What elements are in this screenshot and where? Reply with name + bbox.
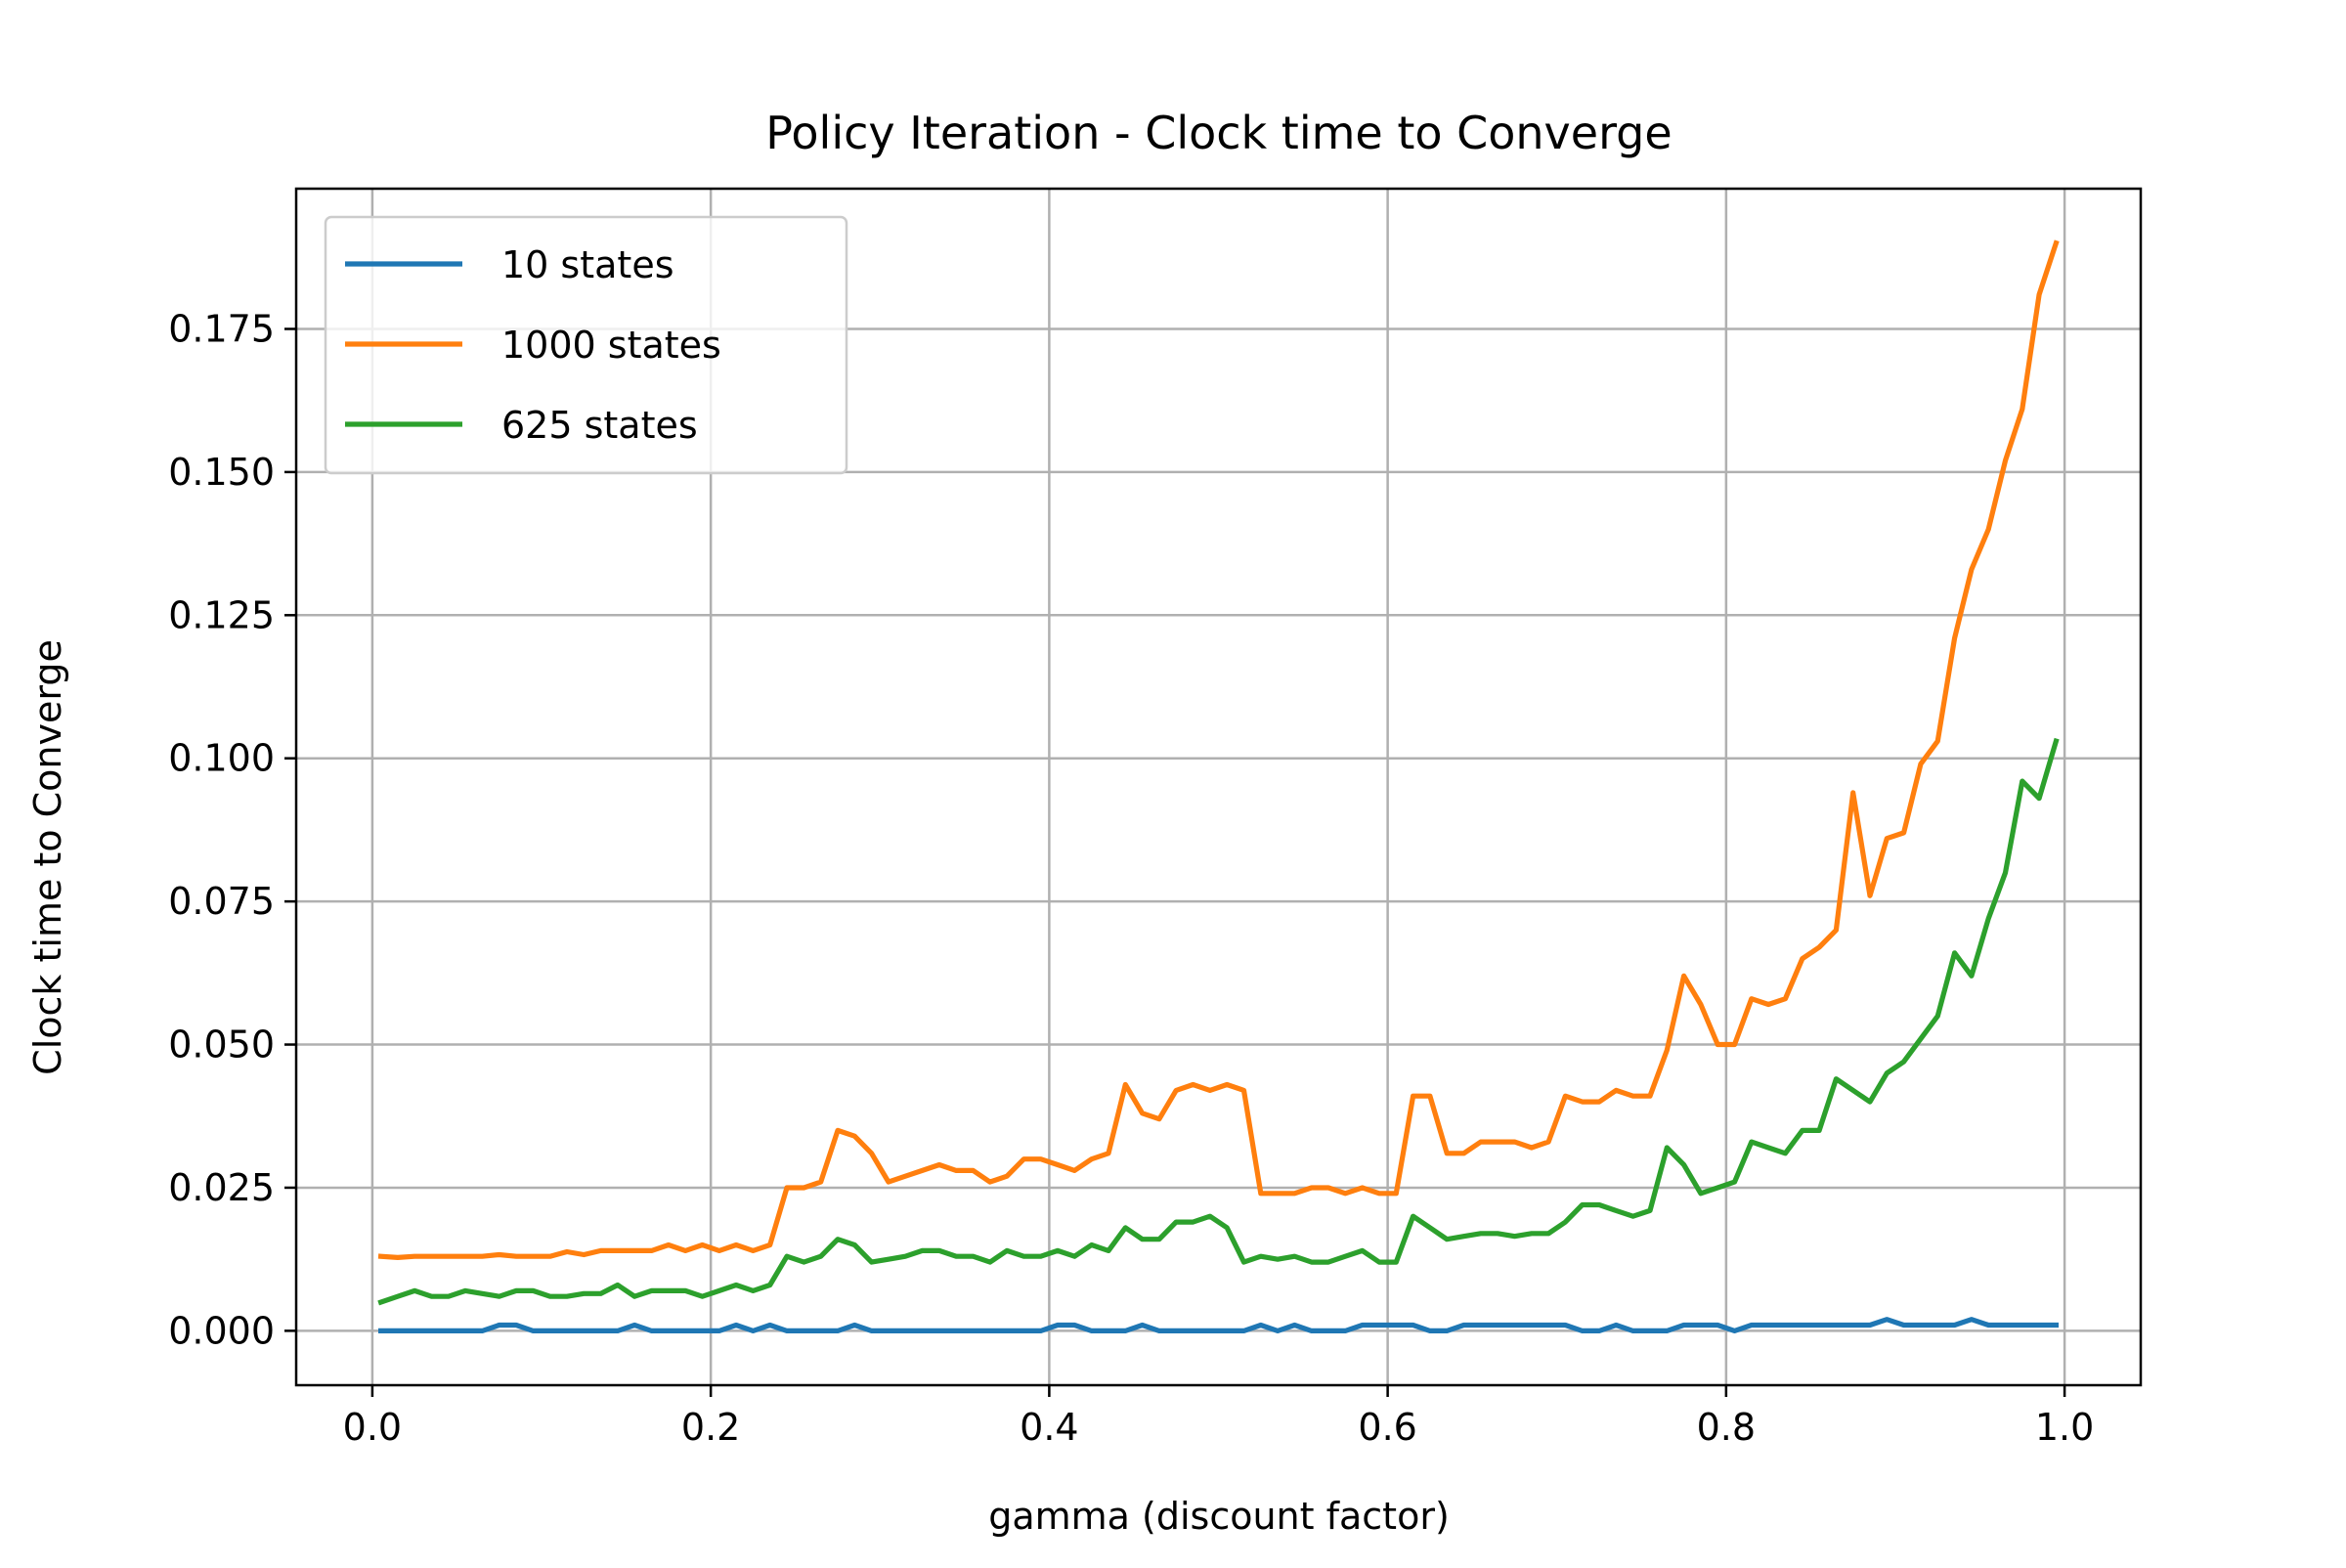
legend-label-1000-states: 1000 states [501,324,721,367]
x-tick-label: 1.0 [2035,1406,2094,1449]
y-axis-ticks: 0.000 0.025 0.050 0.075 0.100 0.125 0.150 0.175 [168,307,296,1352]
legend-box [324,215,848,475]
y-tick-label: 0.000 [168,1309,275,1352]
y-tick-label: 0.125 [168,593,275,636]
y-tick-label: 0.025 [168,1166,275,1209]
y-tick-label: 0.100 [168,737,275,780]
y-axis-label: Clock time to Converge [26,639,69,1075]
x-axis-ticks: 0.0 0.2 0.4 0.6 0.8 1.0 [343,1385,2094,1449]
legend-label-10-states: 10 states [501,243,674,286]
series-line-625-states [377,737,2060,1306]
series-line-10-states [378,1317,2059,1334]
chart-title: Policy Iteration - Clock time to Converg… [765,107,1672,159]
legend: 10 states 1000 states 625 states [324,215,848,475]
series-lines [377,240,2060,1334]
x-tick-label: 0.2 [681,1406,740,1449]
x-axis-label: gamma (discount factor) [988,1495,1450,1538]
x-tick-label: 0.6 [1358,1406,1416,1449]
x-tick-label: 0.8 [1697,1406,1756,1449]
legend-label-625-states: 625 states [501,404,698,447]
y-tick-label: 0.050 [168,1024,275,1067]
series-line-1000-states [377,240,2060,1261]
y-tick-label: 0.175 [168,307,275,350]
grid [296,189,2141,1385]
y-tick-label: 0.075 [168,880,275,923]
x-tick-label: 0.0 [343,1406,402,1449]
plot-area-frame [294,187,2143,1387]
x-tick-label: 0.4 [1020,1406,1078,1449]
y-tick-label: 0.150 [168,451,275,494]
